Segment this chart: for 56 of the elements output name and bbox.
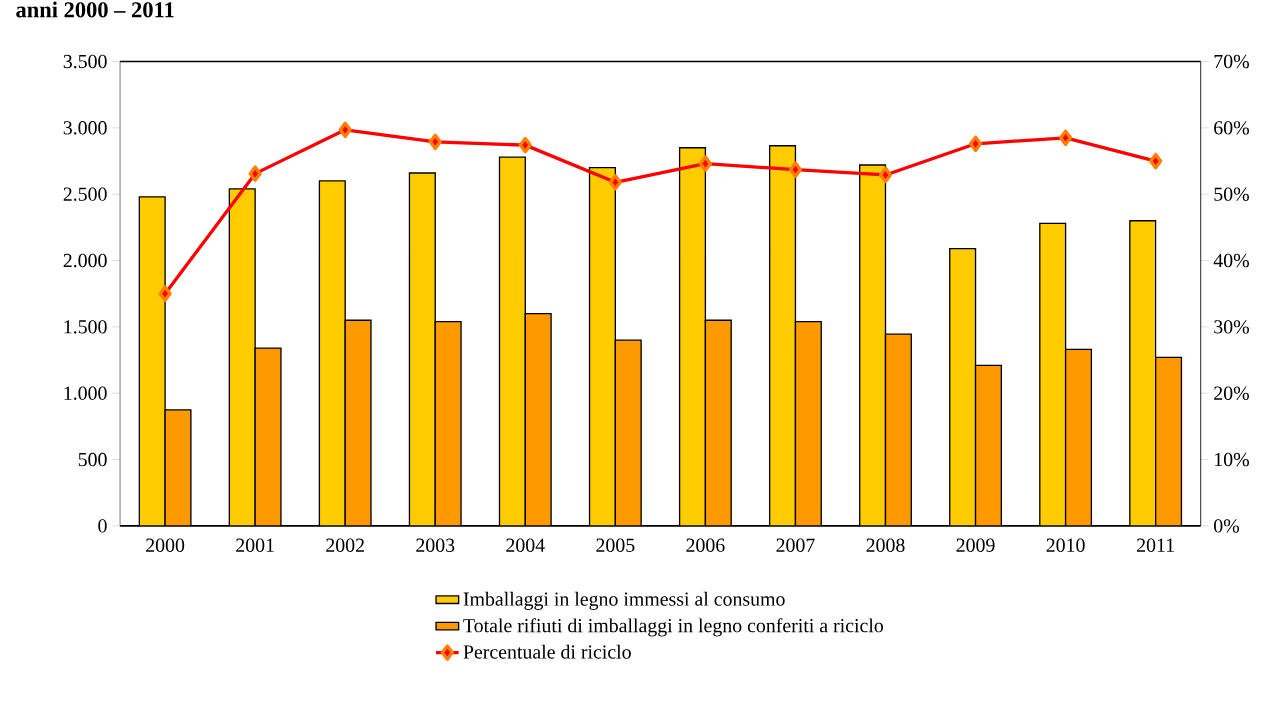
x-tick-label: 2002	[326, 538, 364, 552]
x-tick-label: 2007	[776, 538, 815, 552]
y2-tick-label: 30%	[1214, 319, 1249, 334]
y-tick-label: 3.000	[63, 120, 107, 135]
point	[518, 136, 532, 154]
y-tick-label: 0	[98, 518, 107, 533]
point	[878, 166, 893, 184]
y-tick-label: 500	[78, 452, 107, 467]
legend-label: Percentuale di riciclo	[463, 644, 631, 659]
chart-title: anni 2000 – 2011	[16, 1, 174, 18]
x-tick-label: 2005	[596, 538, 635, 552]
x-tick-label: 2010	[1046, 538, 1085, 552]
point	[698, 155, 713, 172]
legend-label: Totale rifiuti di imballaggi in legno conferiti a riciclo	[463, 617, 884, 637]
point	[1149, 152, 1163, 170]
y-tick-label: 2.000	[63, 253, 107, 268]
x-tick-label: 2011	[1137, 538, 1174, 552]
x-tick-label: 2006	[686, 538, 725, 552]
bar	[345, 320, 371, 526]
y-tick-label: 2.500	[63, 187, 107, 201]
point	[248, 165, 262, 182]
x-tick-label: 2009	[956, 538, 995, 552]
bar	[705, 320, 732, 526]
y2-tick-label: 40%	[1213, 253, 1249, 268]
bar	[435, 321, 462, 526]
point	[1058, 129, 1073, 146]
bar	[1154, 356, 1183, 526]
y2-tick-label: 70%	[1214, 54, 1249, 69]
x-tick-label: 2004	[506, 538, 545, 552]
y-tick-label: 3.500	[63, 54, 107, 69]
bar	[255, 347, 281, 526]
point	[338, 121, 352, 138]
y2-tick-label: 0%	[1214, 518, 1240, 533]
y2-tick-label: 50%	[1214, 187, 1249, 201]
y2-tick-label: 60%	[1214, 120, 1249, 135]
point	[608, 173, 622, 191]
bar	[885, 333, 912, 526]
y2-tick-label: 20%	[1214, 386, 1249, 400]
point	[428, 133, 442, 150]
point	[788, 161, 803, 178]
legend-label: Imballaggi in legno immessi al consumo	[463, 591, 785, 610]
x-tick-label: 2003	[416, 538, 455, 552]
x-tick-label: 2001	[236, 538, 274, 552]
y-tick-label: 1.000	[64, 386, 107, 400]
bar	[615, 339, 642, 526]
x-tick-label: 2008	[866, 538, 905, 552]
bar	[1065, 349, 1092, 526]
bar	[165, 409, 191, 526]
point	[968, 135, 983, 152]
point	[158, 285, 172, 302]
bar	[525, 313, 552, 526]
y2-tick-label: 10%	[1215, 452, 1249, 467]
bar	[795, 321, 822, 526]
bar	[975, 365, 1002, 526]
x-tick-label: 2000	[146, 538, 185, 552]
y-tick-label: 1.500	[64, 319, 107, 334]
